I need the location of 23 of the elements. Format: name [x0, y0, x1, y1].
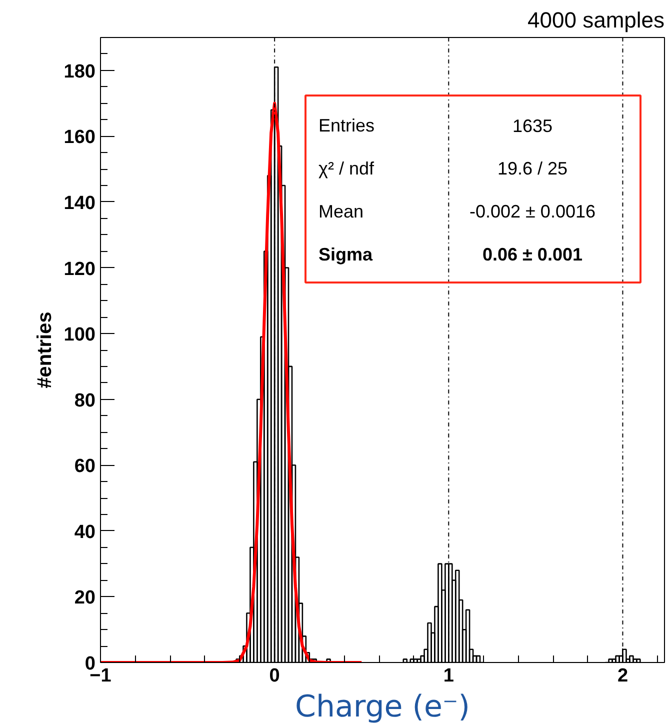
y-tick-label: 140 [64, 192, 96, 214]
x-tick-label: 1 [443, 666, 454, 686]
annotation: 0.06 ± 0.001 [482, 244, 582, 264]
y-axis-title: #entries [34, 312, 56, 388]
annotation: 1635 [512, 116, 553, 136]
annotation: Entries [318, 116, 375, 136]
y-tick-label: 60 [74, 456, 96, 478]
y-tick-label: 100 [64, 324, 96, 346]
annotation: Sigma [318, 244, 374, 264]
x-tick-label: 2 [617, 666, 628, 686]
x-axis-title: Charge (e⁻) [295, 690, 470, 724]
y-tick-label: 160 [64, 127, 96, 148]
x-tick-label: 0 [269, 666, 280, 686]
annotation: 19.6 / 25 [497, 158, 568, 178]
annotation: χ² / ndf [318, 158, 375, 178]
annotation: Mean [318, 202, 364, 222]
chart-title: 4000 samples [528, 8, 665, 32]
y-tick-label: 20 [74, 588, 96, 609]
y-tick-label: 80 [74, 390, 96, 412]
y-tick-label: 120 [64, 258, 96, 280]
y-tick-label: 40 [74, 522, 96, 543]
annotation: -0.002 ± 0.0016 [470, 202, 596, 222]
y-tick-label: 180 [64, 61, 96, 82]
